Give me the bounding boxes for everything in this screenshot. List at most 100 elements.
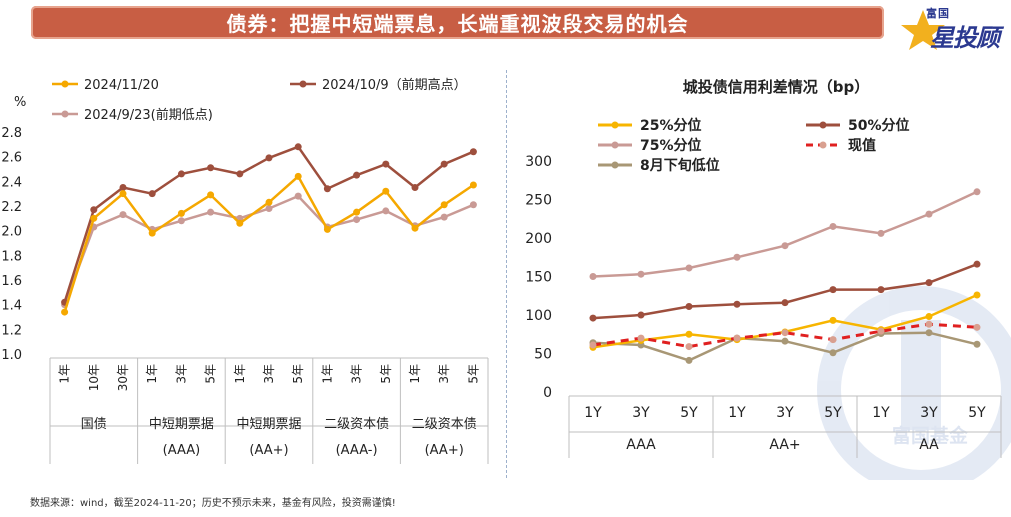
data-point — [973, 340, 981, 348]
x-group-label: 二级资本债 — [412, 417, 477, 432]
data-point — [382, 207, 390, 215]
page-title: 债券：把握中短端票息，长端重视波段交易的机会 — [31, 6, 884, 39]
x-tick-label: 5Y — [824, 405, 842, 421]
data-point — [148, 229, 156, 237]
data-point — [829, 336, 837, 344]
data-point — [925, 279, 933, 287]
data-point — [829, 286, 837, 294]
data-point — [294, 172, 302, 180]
logo-brand-text: 星投顾 — [930, 24, 1000, 52]
data-point — [877, 229, 885, 237]
data-point — [353, 171, 361, 179]
data-point — [685, 356, 693, 364]
x-group-label: AAA — [626, 437, 656, 453]
y-tick-label: 0 — [543, 385, 552, 401]
data-point — [925, 210, 933, 218]
legend-label: 2024/9/23(前期低点) — [84, 107, 213, 123]
legend-marker — [611, 121, 619, 129]
data-point — [781, 329, 789, 337]
y-tick-label: 1.0 — [1, 348, 22, 363]
x-tick-label: 3年 — [437, 364, 451, 384]
data-source-note: 数据来源：wind，截至2024-11-20；历史不预示未来，基金有风险，投资需… — [30, 498, 396, 509]
legend-label: 2024/10/9（前期高点） — [322, 77, 467, 93]
y-tick-label: 1.2 — [1, 323, 22, 338]
legend-marker — [819, 121, 827, 129]
data-point — [781, 242, 789, 250]
y-tick-label: 150 — [525, 270, 552, 286]
data-point — [973, 260, 981, 268]
data-point — [877, 286, 885, 294]
legend-marker — [61, 80, 69, 88]
data-point — [469, 148, 477, 156]
x-tick-label: 3年 — [174, 364, 188, 384]
x-group-label: (AA+) — [425, 443, 464, 458]
data-point — [829, 349, 837, 357]
x-tick-label: 3Y — [632, 405, 650, 421]
x-tick-label: 30年 — [116, 364, 130, 391]
data-point — [925, 313, 933, 321]
data-point — [781, 299, 789, 307]
x-tick-label: 1年 — [233, 364, 247, 384]
watermark-bar — [901, 320, 941, 430]
data-point — [440, 201, 448, 209]
x-group-label: (AA+) — [249, 443, 288, 458]
data-point — [685, 264, 693, 272]
data-point — [207, 208, 215, 216]
y-tick-label: 1.6 — [1, 274, 22, 289]
y-tick-label: 2.0 — [1, 225, 22, 240]
x-tick-label: 1年 — [320, 364, 334, 384]
x-tick-label: 1Y — [584, 405, 602, 421]
data-point — [177, 217, 185, 225]
data-point — [733, 253, 741, 261]
legend-marker — [61, 110, 69, 118]
data-point — [119, 184, 127, 191]
y-axis-unit: % — [14, 95, 26, 110]
x-tick-label: 1年 — [145, 364, 159, 384]
data-point — [177, 209, 185, 217]
data-point — [589, 314, 597, 322]
data-point — [382, 187, 390, 195]
x-tick-label: 5Y — [680, 405, 698, 421]
data-point — [148, 190, 156, 198]
watermark-ring — [817, 286, 1011, 480]
legend-marker — [299, 80, 307, 88]
data-point — [294, 192, 302, 200]
x-group-label: AA — [919, 437, 939, 453]
data-point — [973, 291, 981, 299]
y-tick-label: 100 — [525, 308, 552, 324]
legend-marker — [611, 161, 619, 169]
x-tick-label: 5年 — [291, 364, 305, 384]
x-group-label: 中短期票据 — [149, 417, 214, 432]
legend-label: 2024/11/20 — [84, 78, 159, 93]
x-tick-label: 10年 — [87, 364, 101, 391]
data-point — [265, 204, 273, 212]
data-point — [90, 206, 98, 214]
data-point — [236, 219, 244, 227]
data-point — [177, 170, 185, 178]
data-point — [119, 190, 127, 198]
logo-small-text: 富国 — [926, 7, 950, 20]
y-tick-label: 1.4 — [1, 299, 22, 314]
data-point — [440, 160, 448, 168]
x-group-label: 二级资本债 — [324, 417, 389, 432]
data-point — [685, 303, 693, 311]
legend-marker — [611, 141, 619, 149]
x-tick-label: 1年 — [58, 364, 72, 384]
data-point — [637, 334, 645, 342]
data-point — [411, 224, 419, 232]
data-point — [637, 270, 645, 278]
legend-label: 现值 — [848, 137, 876, 154]
data-point — [236, 170, 244, 178]
y-tick-label: 200 — [525, 231, 552, 247]
x-group-label: 国债 — [81, 417, 107, 432]
series-line — [592, 190, 978, 278]
data-point — [685, 343, 693, 351]
y-tick-label: 2.4 — [1, 175, 22, 190]
data-point — [925, 329, 933, 337]
x-tick-label: 3年 — [350, 364, 364, 384]
data-point — [829, 316, 837, 324]
y-tick-label: 2.6 — [1, 151, 22, 166]
x-tick-label: 3Y — [776, 405, 794, 421]
series-line — [63, 174, 475, 313]
x-tick-label: 1Y — [872, 405, 890, 421]
